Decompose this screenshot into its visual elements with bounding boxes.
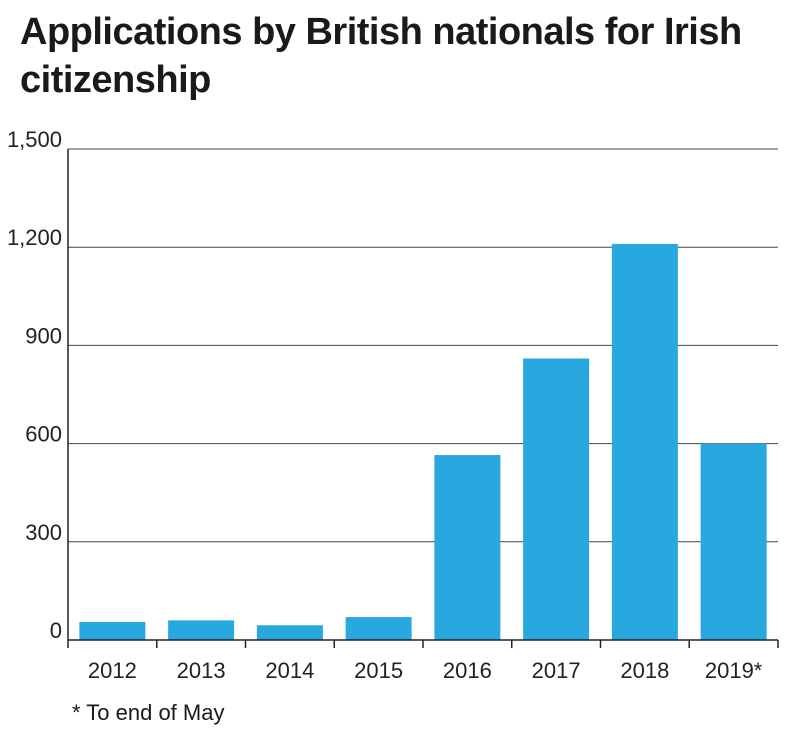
x-tick-label: 2012 [88, 658, 137, 683]
y-tick-label: 300 [25, 520, 62, 545]
x-axis-ticks: 2012 2013 2014 2015 2016 2017 2018 2019* [88, 658, 763, 683]
footnote: * To end of May [72, 700, 225, 725]
bar-2013 [168, 620, 235, 640]
bar-2014 [256, 625, 323, 640]
x-axis [67, 149, 779, 648]
x-tick-label: 2016 [443, 658, 492, 683]
bar-2019 [700, 443, 767, 640]
x-tick-label: 2018 [620, 658, 669, 683]
chart-title: Applications by British nationals for Ir… [20, 11, 742, 101]
x-tick-label: 2019* [705, 658, 763, 683]
bar-2015 [345, 617, 412, 640]
y-tick-label: 1,200 [7, 225, 62, 250]
y-tick-label: 900 [25, 323, 62, 348]
x-tick-label: 2014 [265, 658, 314, 683]
y-axis-ticks: 0 300 600 900 1,200 1,500 [7, 127, 62, 643]
x-tick-label: 2015 [354, 658, 403, 683]
bars [79, 243, 767, 640]
y-tick-label: 1,500 [7, 127, 62, 152]
bar-2012 [79, 621, 146, 640]
y-tick-label: 0 [50, 618, 62, 643]
bar-2018 [611, 243, 678, 640]
y-tick-label: 600 [25, 422, 62, 447]
bar-2016 [434, 455, 501, 640]
x-tick-label: 2017 [532, 658, 581, 683]
bar-2017 [523, 358, 590, 640]
x-tick-label: 2013 [177, 658, 226, 683]
